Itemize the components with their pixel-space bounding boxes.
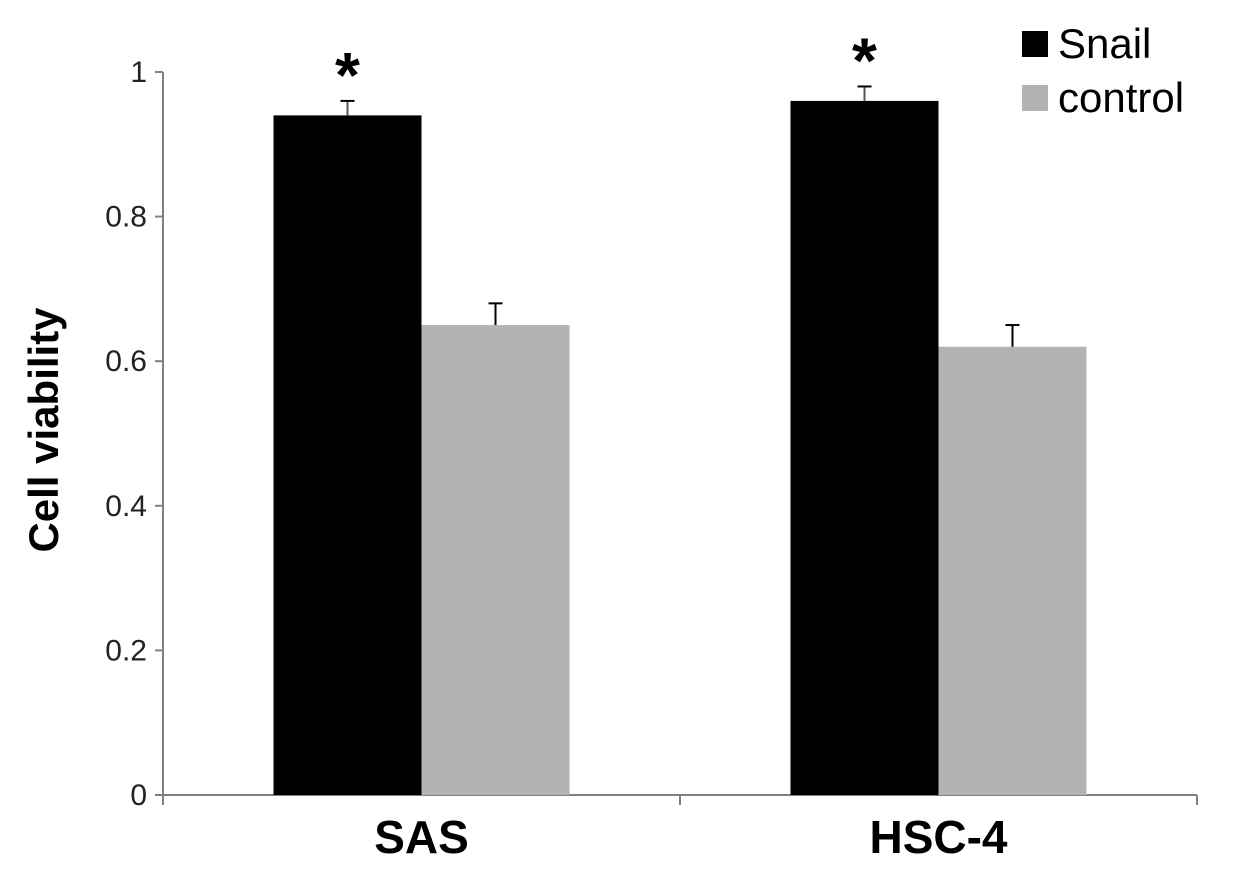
plot-area: 0 0.2 0.4 0.6 0.8 1 * SAS * HSC-4 Snail control — [105, 20, 1198, 863]
significance-marker: * — [335, 39, 360, 111]
y-axis-title: Cell viability — [20, 307, 67, 553]
y-tick-label: 1 — [130, 56, 147, 89]
x-category-label: SAS — [374, 811, 469, 863]
bar — [938, 346, 1087, 795]
legend-swatch — [1022, 85, 1048, 111]
y-tick-label: 0 — [130, 779, 147, 812]
bar — [790, 100, 939, 796]
y-tick-label: 0.2 — [105, 634, 147, 667]
bar — [273, 115, 422, 795]
bar — [421, 325, 570, 795]
y-tick-label: 0.6 — [105, 345, 147, 378]
legend-label: Snail — [1058, 20, 1151, 67]
y-tick-label: 0.8 — [105, 201, 147, 234]
x-category-label: HSC-4 — [869, 811, 1007, 863]
legend-label: control — [1058, 74, 1184, 121]
legend-swatch — [1022, 31, 1048, 57]
significance-marker: * — [852, 24, 877, 96]
y-tick-label: 0.4 — [105, 490, 147, 523]
